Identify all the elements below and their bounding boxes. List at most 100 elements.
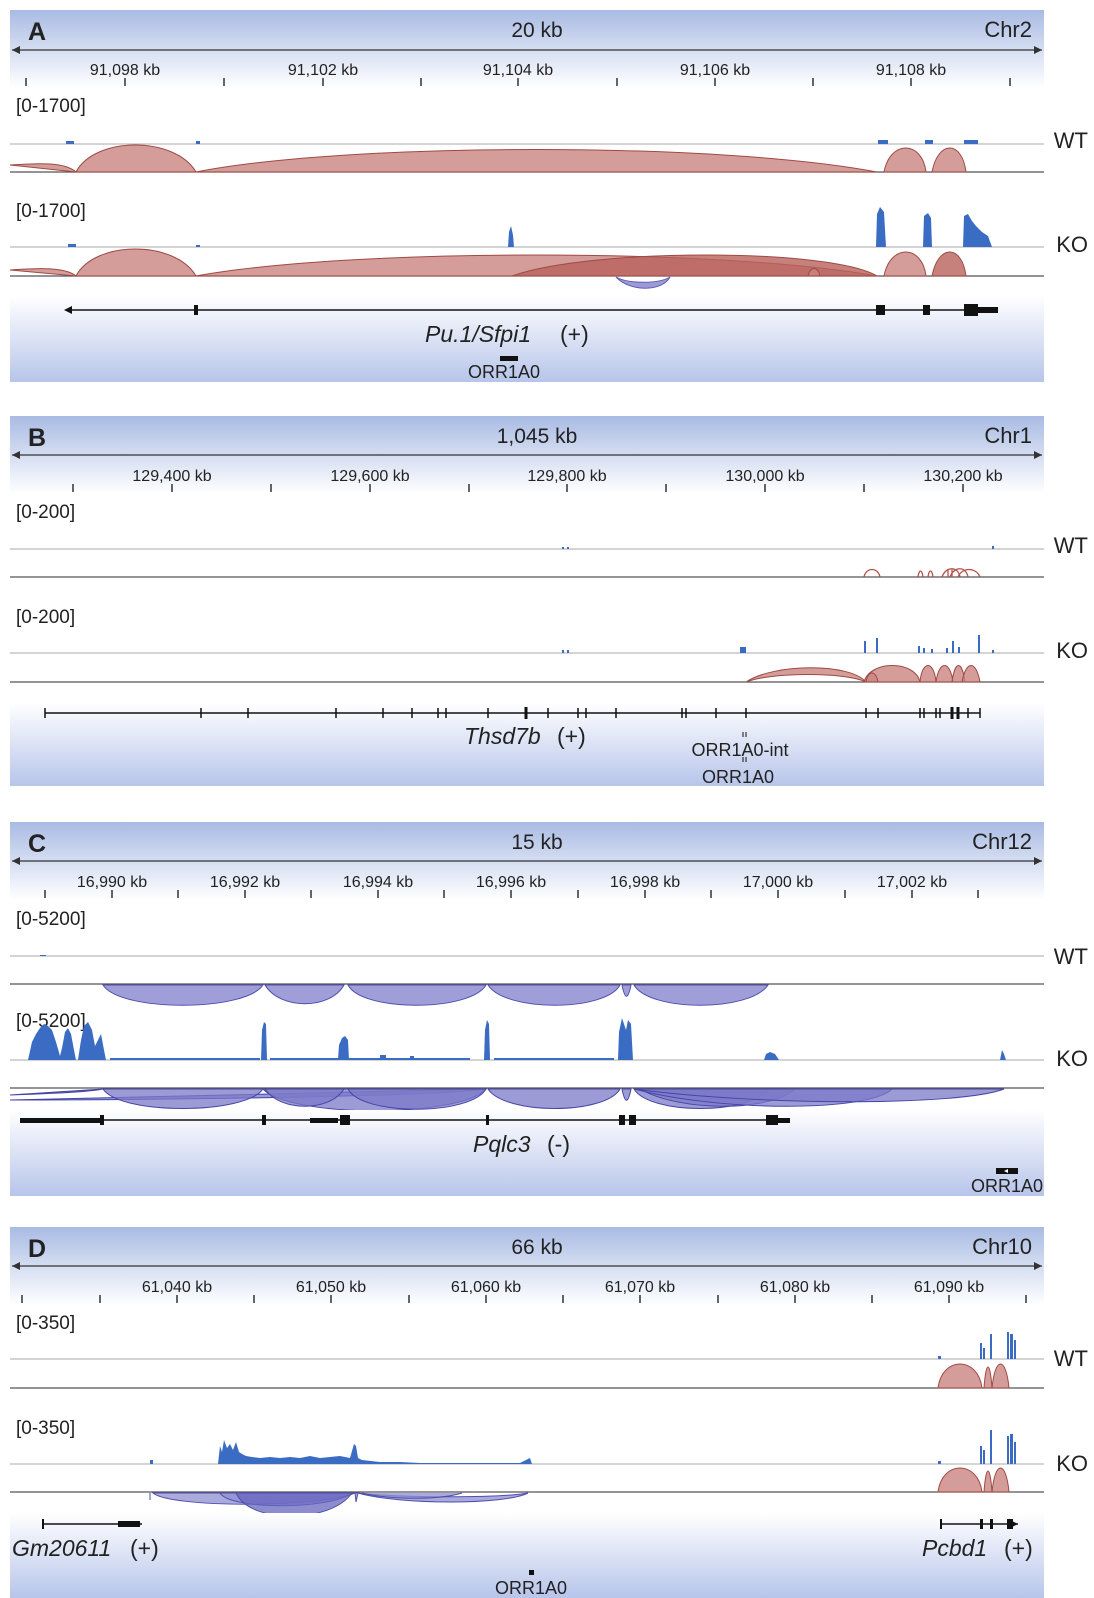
gene-strand: (+) [560, 321, 589, 347]
repeat-element-marker [500, 356, 518, 361]
coverage-track-ko [68, 207, 992, 247]
junction-track-wt [9, 144, 967, 173]
coverage-track-wt [562, 546, 994, 549]
sample-label-ko: KO [1056, 1046, 1088, 1071]
tick-label: 91,104 kb [483, 62, 553, 79]
coverage-track-ko [150, 1430, 1016, 1464]
repeat-element-marker [529, 1570, 534, 1575]
ruler-ticks [21, 1295, 1027, 1303]
gene-model-pcbd1 [940, 1519, 1018, 1529]
gene-name: Pcbd1 [922, 1535, 987, 1561]
gene-track-background [10, 1110, 1044, 1196]
tick-label: 61,060 kb [451, 1279, 521, 1296]
sample-label-ko: KO [1056, 638, 1088, 663]
tick-label: 61,050 kb [296, 1279, 366, 1296]
track-range-label: [0-350] [16, 1313, 75, 1334]
tick-label: 91,106 kb [680, 62, 750, 79]
repeat-annotation-label: ORR1A0 [468, 362, 540, 382]
tick-label: 61,040 kb [142, 1279, 212, 1296]
gene-model-gm20611 [42, 1519, 142, 1529]
coverage-track-ko [562, 635, 994, 653]
junction-track-wt [863, 568, 981, 578]
tick-label: 129,600 kb [330, 468, 409, 485]
repeat-annotation-label: ORR1A0 [971, 1176, 1043, 1196]
coverage-track-wt [66, 140, 978, 144]
tick-label: 61,070 kb [605, 1279, 675, 1296]
track-range-label: [0-200] [16, 502, 75, 523]
sample-label-wt: WT [1054, 128, 1088, 153]
repeat-annotation-label: ORR1A0 [495, 1578, 567, 1598]
tick-label: 61,090 kb [914, 1279, 984, 1296]
panel-letter: A [28, 18, 46, 46]
chromosome-label: Chr10 [972, 1234, 1032, 1259]
span-label: 15 kb [511, 831, 562, 854]
track-range-label: [0-200] [16, 607, 75, 628]
gene-strand: (+) [1004, 1535, 1033, 1561]
panel-letter: C [28, 830, 46, 858]
gene-model-exons [44, 707, 981, 719]
panel-d: D 66 kb Chr10 61,040 kb 61,050 kb 61,060… [10, 1227, 1088, 1598]
tick-label: 91,108 kb [876, 62, 946, 79]
panel-letter: D [28, 1235, 46, 1263]
tick-label: 130,200 kb [923, 468, 1002, 485]
junction-track-wt [102, 984, 769, 1006]
tick-label: 16,990 kb [77, 874, 147, 891]
span-label: 1,045 kb [497, 425, 578, 448]
junction-track-ko [937, 1467, 1010, 1493]
track-range-label: [0-1700] [16, 201, 86, 222]
gene-model-exons [20, 1115, 790, 1125]
gene-strand: (+) [557, 723, 586, 749]
gene-track-background [10, 1513, 1044, 1598]
gene-name: Pqlc3 [473, 1131, 531, 1157]
junction-track-wt [937, 1363, 1010, 1389]
track-range-label: [0-350] [16, 1418, 75, 1439]
repeat-element-marker [996, 1168, 1018, 1174]
tick-label: 17,002 kb [877, 874, 947, 891]
junction-track-ko [745, 665, 981, 683]
tick-label: 16,992 kb [210, 874, 280, 891]
sample-label-ko: KO [1056, 232, 1088, 257]
ruler-background [10, 10, 1044, 88]
span-label: 66 kb [511, 1236, 562, 1259]
tick-label: 61,080 kb [760, 1279, 830, 1296]
sample-label-wt: WT [1054, 1346, 1088, 1371]
gene-name: Gm20611 [12, 1535, 111, 1561]
track-range-label: [0-5200] [16, 909, 86, 930]
junction-track-ko [9, 248, 967, 277]
span-label: 20 kb [511, 19, 562, 42]
coverage-track-ko [28, 1018, 1006, 1060]
gene-strand: (+) [130, 1535, 159, 1561]
panel-letter: B [28, 424, 46, 452]
tick-label: 130,000 kb [725, 468, 804, 485]
sample-label-wt: WT [1054, 533, 1088, 558]
panel-b: B 1,045 kb Chr1 129,400 kb 129,600 kb 12… [10, 416, 1088, 787]
tick-label: 91,102 kb [288, 62, 358, 79]
repeat-annotation-label: ORR1A0 [702, 767, 774, 787]
chromosome-label: Chr12 [972, 829, 1032, 854]
tick-label: 16,998 kb [610, 874, 680, 891]
junction-track-ko-minus [149, 1492, 529, 1517]
gene-model-exons [64, 304, 998, 316]
coverage-track-wt [40, 955, 46, 956]
tick-label: 129,800 kb [527, 468, 606, 485]
coverage-track-wt [938, 1332, 1016, 1359]
tick-label: 16,994 kb [343, 874, 413, 891]
tick-label: 16,996 kb [476, 874, 546, 891]
tick-label: 91,098 kb [90, 62, 160, 79]
chromosome-label: Chr1 [984, 423, 1032, 448]
repeat-element-marker [742, 732, 747, 762]
ruler-ticks [25, 78, 1011, 86]
gene-name: Pu.1/Sfpi1 [425, 321, 531, 347]
sample-label-ko: KO [1056, 1451, 1088, 1476]
repeat-annotation-label: ORR1A0-int [691, 740, 788, 760]
chromosome-label: Chr2 [984, 17, 1032, 42]
ruler-ticks [44, 890, 979, 898]
junction-minus-strand [615, 276, 671, 289]
junction-track-ko [9, 1088, 1005, 1112]
gene-strand: (-) [547, 1131, 570, 1157]
track-range-label: [0-1700] [16, 96, 86, 117]
ruler-ticks [72, 484, 964, 492]
panel-a: A 20 kb Chr2 91,098 kb 91,102 kb 91,104 … [9, 10, 1088, 382]
sample-label-wt: WT [1054, 944, 1088, 969]
